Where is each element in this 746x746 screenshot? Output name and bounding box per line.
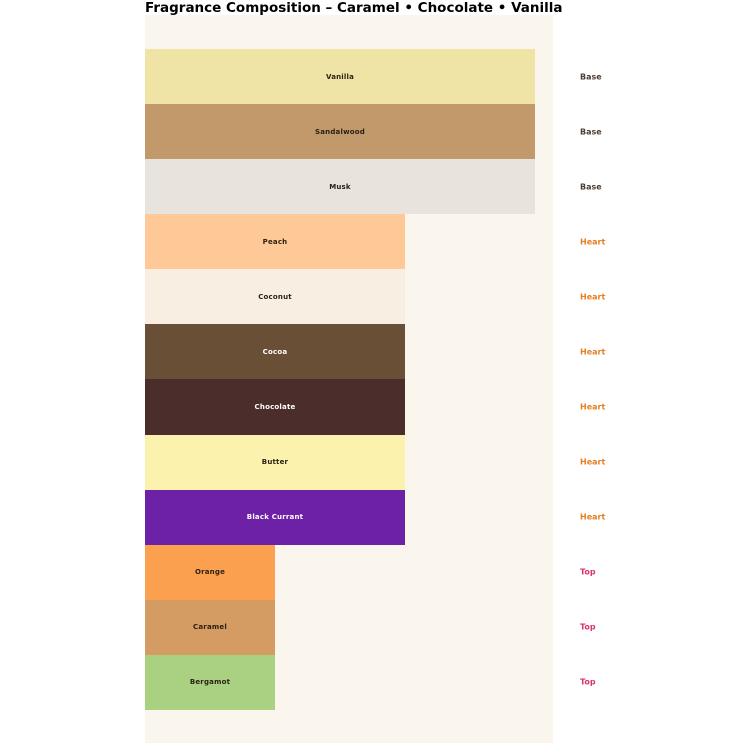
bar-butter: Butter <box>145 434 405 490</box>
bar-label-cocoa: Cocoa <box>262 347 288 356</box>
bar-black-currant: Black Currant <box>145 489 405 545</box>
note-type-label-musk: Base <box>580 182 602 192</box>
bar-label-bergamot: Bergamot <box>189 678 231 687</box>
note-type-label-caramel: Top <box>580 622 596 632</box>
note-type-label-sandalwood: Base <box>580 127 602 137</box>
note-type-label-orange: Top <box>580 567 596 577</box>
bar-label-orange: Orange <box>194 568 226 577</box>
bar-orange: Orange <box>145 544 275 600</box>
bar-label-peach: Peach <box>262 237 288 246</box>
bar-label-sandalwood: Sandalwood <box>315 127 365 136</box>
bar-label-coconut: Coconut <box>258 292 292 301</box>
bar-musk: Musk <box>145 159 535 215</box>
note-type-label-bergamot: Top <box>580 677 596 687</box>
bar-coconut: Coconut <box>145 269 405 325</box>
bar-cocoa: Cocoa <box>145 324 405 380</box>
bar-label-black-currant: Black Currant <box>246 513 304 522</box>
bar-label-butter: Butter <box>261 458 289 467</box>
bar-chocolate: Chocolate <box>145 379 405 435</box>
note-type-label-butter: Heart <box>580 457 606 467</box>
bar-label-caramel: Caramel <box>193 623 227 632</box>
note-type-label-cocoa: Heart <box>580 347 606 357</box>
bar-label-musk: Musk <box>329 182 351 191</box>
bar-label-chocolate: Chocolate <box>254 403 296 412</box>
note-type-label-peach: Heart <box>580 237 606 247</box>
bar-bergamot: Bergamot <box>145 654 275 710</box>
bar-caramel: Caramel <box>145 599 275 655</box>
bar-peach: Peach <box>145 214 405 270</box>
note-type-label-coconut: Heart <box>580 292 606 302</box>
note-type-label-vanilla: Base <box>580 72 602 82</box>
note-type-label-chocolate: Heart <box>580 402 606 412</box>
bar-sandalwood: Sandalwood <box>145 104 535 160</box>
bar-label-vanilla: Vanilla <box>325 72 355 81</box>
note-type-label-black-currant: Heart <box>580 512 606 522</box>
chart-title: Fragrance Composition – Caramel • Chocol… <box>145 0 563 16</box>
bar-vanilla: Vanilla <box>145 49 535 105</box>
